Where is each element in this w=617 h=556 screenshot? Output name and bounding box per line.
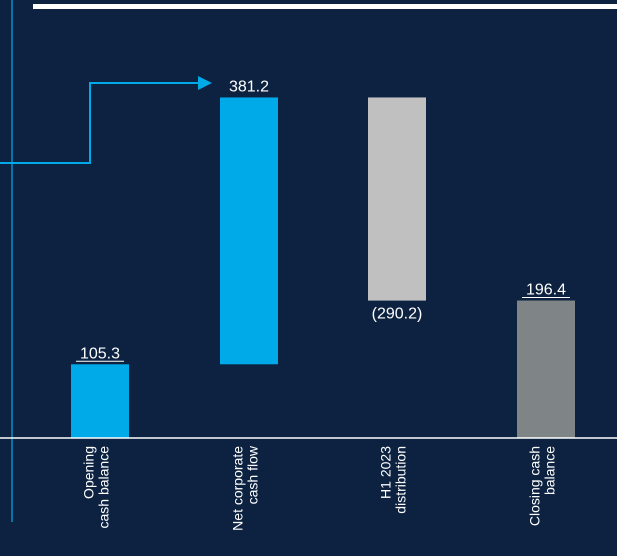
flow-arrow-head-icon bbox=[198, 76, 212, 90]
category-label-2-line-2: cash flow bbox=[245, 445, 261, 504]
category-label-3-line-1: H1 2023 bbox=[378, 446, 394, 499]
category-label-3-line-2: distribution bbox=[393, 446, 409, 514]
flow-connector-line bbox=[0, 82, 198, 164]
bar-4 bbox=[517, 300, 575, 438]
bars-group bbox=[71, 97, 575, 438]
category-label-4-line-1: Closing cash bbox=[527, 446, 543, 526]
category-label-2-line-1: Net corporate bbox=[230, 446, 246, 531]
data-label-4: 196.4 bbox=[526, 282, 566, 299]
bar-2 bbox=[220, 97, 278, 365]
bar-1 bbox=[71, 364, 129, 438]
data-label-2: 381.2 bbox=[229, 78, 269, 95]
category-label-1-line-2: cash balance bbox=[96, 446, 112, 529]
top-banner-line bbox=[33, 4, 617, 9]
category-label-1-line-1: Opening bbox=[81, 446, 97, 499]
bar-3 bbox=[368, 97, 426, 301]
value-labels-group: 105.3 381.2 (290.2) 196.4 bbox=[76, 78, 570, 362]
category-label-4-line-2: balance bbox=[542, 446, 558, 495]
data-label-3: (290.2) bbox=[372, 306, 423, 323]
data-label-1: 105.3 bbox=[80, 345, 120, 362]
category-labels-group: Opening cash balance Net corporate cash flo… bbox=[81, 445, 558, 531]
